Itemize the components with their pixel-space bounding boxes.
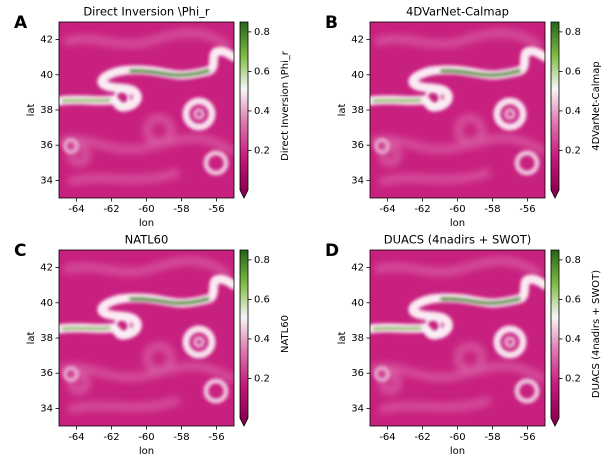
colorbar-tick-label: 0.6 bbox=[565, 66, 581, 77]
colorbar-label: 4DVarNet-Calmap bbox=[591, 61, 602, 150]
y-axis-label: lat bbox=[26, 332, 37, 345]
y-tick-label: 42 bbox=[351, 263, 364, 274]
x-tick-label: -64 bbox=[379, 432, 395, 443]
colorbar-extend bbox=[240, 418, 248, 426]
y-axis-label: lat bbox=[337, 332, 348, 345]
colorbar-tick-label: 0.4 bbox=[254, 106, 270, 117]
y-tick-label: 40 bbox=[40, 70, 53, 81]
x-tick-label: -62 bbox=[414, 432, 430, 443]
y-tick-label: 34 bbox=[40, 403, 53, 414]
x-tick-label: -56 bbox=[519, 432, 535, 443]
colorbar-tick-label: 0.2 bbox=[565, 373, 581, 384]
colorbar-tick-label: 0.6 bbox=[254, 294, 270, 305]
y-tick-label: 38 bbox=[351, 105, 364, 116]
y-tick-label: 34 bbox=[351, 403, 364, 414]
y-tick-label: 36 bbox=[40, 368, 53, 379]
y-tick-label: 36 bbox=[351, 368, 364, 379]
x-tick-label: -64 bbox=[68, 204, 84, 215]
x-tick-label: -60 bbox=[449, 204, 465, 215]
colorbar-frame bbox=[239, 21, 249, 199]
x-axis-label: lon bbox=[450, 446, 465, 457]
colorbar-extend bbox=[240, 190, 248, 198]
x-tick-label: -60 bbox=[138, 204, 154, 215]
colorbar-tick-label: 0.4 bbox=[565, 334, 581, 345]
y-tick-label: 36 bbox=[351, 140, 364, 151]
x-tick-label: -60 bbox=[449, 432, 465, 443]
x-tick-label: -62 bbox=[414, 204, 430, 215]
x-tick-label: -58 bbox=[173, 432, 189, 443]
colorbar-tick-label: 0.8 bbox=[565, 255, 581, 266]
colorbar-tick-label: 0.2 bbox=[254, 373, 270, 384]
colorbar bbox=[551, 250, 559, 418]
colorbar-tick-label: 0.6 bbox=[565, 294, 581, 305]
x-axis-label: lon bbox=[139, 446, 154, 457]
x-axis-label: lon bbox=[450, 218, 465, 229]
panel-letter: A bbox=[14, 13, 28, 33]
panel: A Direct Inversion \Phi_r -64 -62 -60 -58 -56 3… bbox=[14, 5, 291, 230]
x-tick-label: -60 bbox=[138, 432, 154, 443]
heatmap-field bbox=[59, 22, 234, 198]
y-axis-label: lat bbox=[26, 104, 37, 117]
panel-letter: C bbox=[14, 241, 26, 261]
heatmap-field bbox=[59, 250, 234, 426]
colorbar-tick-label: 0.8 bbox=[254, 255, 270, 266]
colorbar bbox=[240, 22, 248, 190]
colorbar-extend bbox=[551, 190, 559, 198]
panel: D DUACS (4nadirs + SWOT) -64 -62 -60 -58 -56 34… bbox=[325, 233, 602, 458]
y-tick-label: 38 bbox=[40, 333, 53, 344]
panel-letter: D bbox=[325, 241, 339, 261]
colorbar-label: Direct Inversion \Phi_r bbox=[280, 50, 291, 161]
x-tick-label: -56 bbox=[208, 204, 224, 215]
x-tick-label: -56 bbox=[519, 204, 535, 215]
colorbar bbox=[551, 22, 559, 190]
y-tick-label: 40 bbox=[351, 298, 364, 309]
panel-title: 4DVarNet-Calmap bbox=[406, 5, 509, 19]
panel: C NATL60 -64 -62 -60 -58 -56 34 36 38 40 42 lon lat 0.… bbox=[14, 233, 291, 458]
colorbar-tick-label: 0.8 bbox=[565, 27, 581, 38]
panel-title: Direct Inversion \Phi_r bbox=[83, 5, 210, 19]
x-tick-label: -62 bbox=[103, 432, 119, 443]
x-tick-label: -58 bbox=[173, 204, 189, 215]
y-tick-label: 42 bbox=[351, 35, 364, 46]
panel-letter: B bbox=[325, 13, 338, 33]
colorbar-tick-label: 0.2 bbox=[254, 145, 270, 156]
x-tick-label: -64 bbox=[68, 432, 84, 443]
x-tick-label: -62 bbox=[103, 204, 119, 215]
y-tick-label: 40 bbox=[40, 298, 53, 309]
x-tick-label: -64 bbox=[379, 204, 395, 215]
colorbar-frame bbox=[550, 21, 560, 199]
heatmap-field bbox=[370, 250, 545, 426]
x-axis-label: lon bbox=[139, 218, 154, 229]
panel-title: NATL60 bbox=[125, 233, 169, 247]
colorbar-frame bbox=[239, 249, 249, 427]
y-tick-label: 42 bbox=[40, 35, 53, 46]
y-axis-label: lat bbox=[337, 104, 348, 117]
x-tick-label: -56 bbox=[208, 432, 224, 443]
y-tick-label: 42 bbox=[40, 263, 53, 274]
colorbar-tick-label: 0.4 bbox=[565, 106, 581, 117]
y-tick-label: 38 bbox=[351, 333, 364, 344]
colorbar-frame bbox=[550, 249, 560, 427]
y-tick-label: 34 bbox=[40, 175, 53, 186]
colorbar-label: DUACS (4nadirs + SWOT) bbox=[591, 270, 602, 398]
panel-title: DUACS (4nadirs + SWOT) bbox=[384, 233, 531, 247]
colorbar-label: NATL60 bbox=[280, 315, 291, 353]
colorbar-tick-label: 0.2 bbox=[565, 145, 581, 156]
colorbar-tick-label: 0.4 bbox=[254, 334, 270, 345]
y-tick-label: 40 bbox=[351, 70, 364, 81]
y-tick-label: 36 bbox=[40, 140, 53, 151]
x-tick-label: -58 bbox=[484, 432, 500, 443]
colorbar-extend bbox=[551, 418, 559, 426]
colorbar-tick-label: 0.8 bbox=[254, 27, 270, 38]
x-tick-label: -58 bbox=[484, 204, 500, 215]
panel: B 4DVarNet-Calmap -64 -62 -60 -58 -56 34 36 38 40 4… bbox=[325, 5, 602, 230]
colorbar-tick-label: 0.6 bbox=[254, 66, 270, 77]
y-tick-label: 38 bbox=[40, 105, 53, 116]
colorbar bbox=[240, 250, 248, 418]
heatmap-field bbox=[370, 22, 545, 198]
y-tick-label: 34 bbox=[351, 175, 364, 186]
